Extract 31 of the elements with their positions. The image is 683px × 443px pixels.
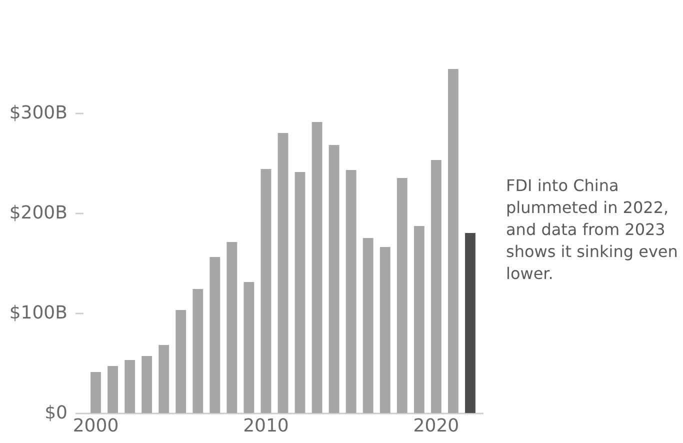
text: FDI into China plummeted in 2022, and data from 2023 shows it sinking even lower. xyxy=(506,175,679,285)
bar xyxy=(260,169,272,413)
bar xyxy=(158,345,170,413)
y-tick-label: $100B xyxy=(9,302,68,324)
bar xyxy=(192,289,204,413)
y-tick-label: $200B xyxy=(9,202,68,224)
bar xyxy=(244,282,254,413)
bar xyxy=(124,360,136,413)
bar xyxy=(328,145,340,413)
bar xyxy=(176,310,186,413)
bar xyxy=(108,366,118,413)
x-tick-label: 2000 xyxy=(72,416,119,436)
bar xyxy=(396,178,408,413)
bar xyxy=(278,133,288,413)
bar xyxy=(414,226,424,413)
bar xyxy=(380,247,390,413)
y-tick-label: $0 xyxy=(44,402,68,424)
bar xyxy=(226,242,238,413)
bar xyxy=(430,160,442,413)
bar xyxy=(294,172,306,413)
x-tick-label: 2020 xyxy=(413,416,460,436)
y-tick-label: $300B xyxy=(9,102,68,124)
bar xyxy=(448,69,458,413)
bar xyxy=(465,233,476,413)
bar xyxy=(142,356,152,413)
bar xyxy=(312,122,322,413)
bar xyxy=(362,238,374,413)
bar xyxy=(90,372,101,413)
x-tick-label: 2010 xyxy=(243,416,289,436)
bar xyxy=(210,257,220,413)
bar xyxy=(346,170,356,413)
